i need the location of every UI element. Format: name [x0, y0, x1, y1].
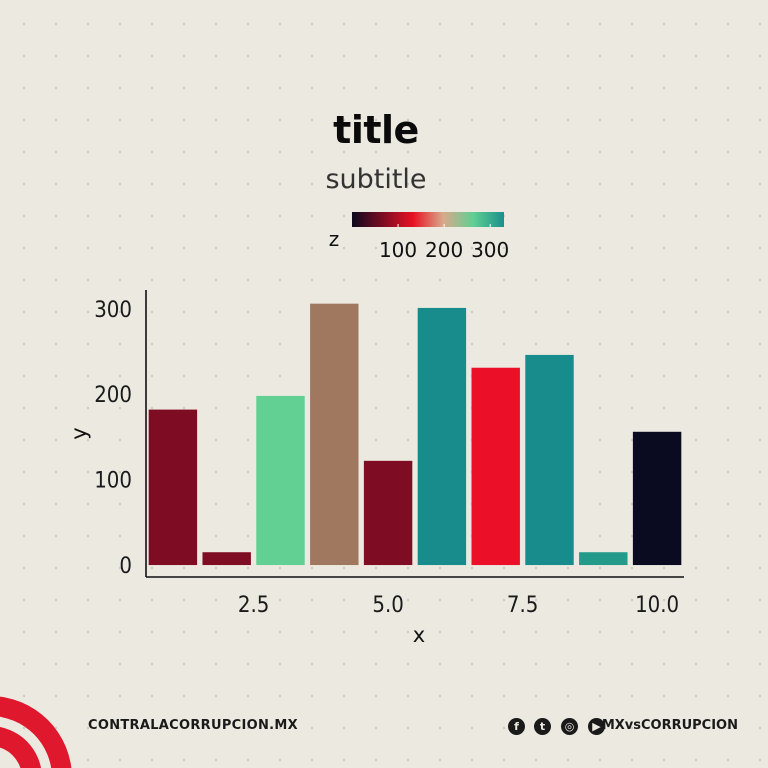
bar [471, 367, 520, 566]
facebook-icon[interactable]: f [508, 718, 525, 735]
social-handle[interactable]: MXvsCORRUPCION [601, 718, 738, 733]
colorbar-legend: 100 200 300 z [329, 212, 509, 262]
twitter-icon[interactable]: t [534, 718, 551, 735]
colorbar-tick-label: 100 [379, 238, 417, 262]
y-axis-title: y [67, 427, 91, 439]
y-tick-label: 0 [119, 554, 132, 579]
colorbar [352, 212, 504, 227]
instagram-icon[interactable]: ◎ [561, 718, 578, 735]
chart-title: title [333, 108, 419, 152]
bar [525, 354, 574, 566]
x-tick-label: 2.5 [238, 593, 269, 618]
bar [632, 431, 682, 566]
bar [256, 395, 305, 566]
x-tick-label: 7.5 [507, 593, 538, 618]
x-tick-label: 5.0 [372, 593, 403, 618]
y-tick-label: 100 [94, 469, 132, 494]
bar [148, 409, 198, 566]
colorbar-tick-label: 300 [471, 238, 509, 262]
colorbar-tick-label: 200 [425, 238, 463, 262]
website-link[interactable]: CONTRALACORRUPCION.MX [88, 718, 298, 733]
bar [363, 460, 413, 566]
bar [417, 307, 467, 566]
x-axis-title: x [413, 623, 425, 647]
chart-subtitle: subtitle [325, 164, 427, 195]
y-tick-label: 200 [94, 383, 132, 408]
colorbar-title: z [329, 227, 340, 251]
brand-logo [0, 678, 90, 768]
plot-area: 0 100 200 300 2.5 5.0 7.5 10.0 x y [67, 290, 684, 647]
x-tick-label: 10.0 [635, 593, 679, 618]
bar [310, 303, 359, 566]
y-tick-label: 300 [94, 298, 132, 323]
bar [202, 552, 251, 566]
bar [579, 552, 628, 566]
youtube-icon[interactable]: ▶ [588, 718, 605, 735]
